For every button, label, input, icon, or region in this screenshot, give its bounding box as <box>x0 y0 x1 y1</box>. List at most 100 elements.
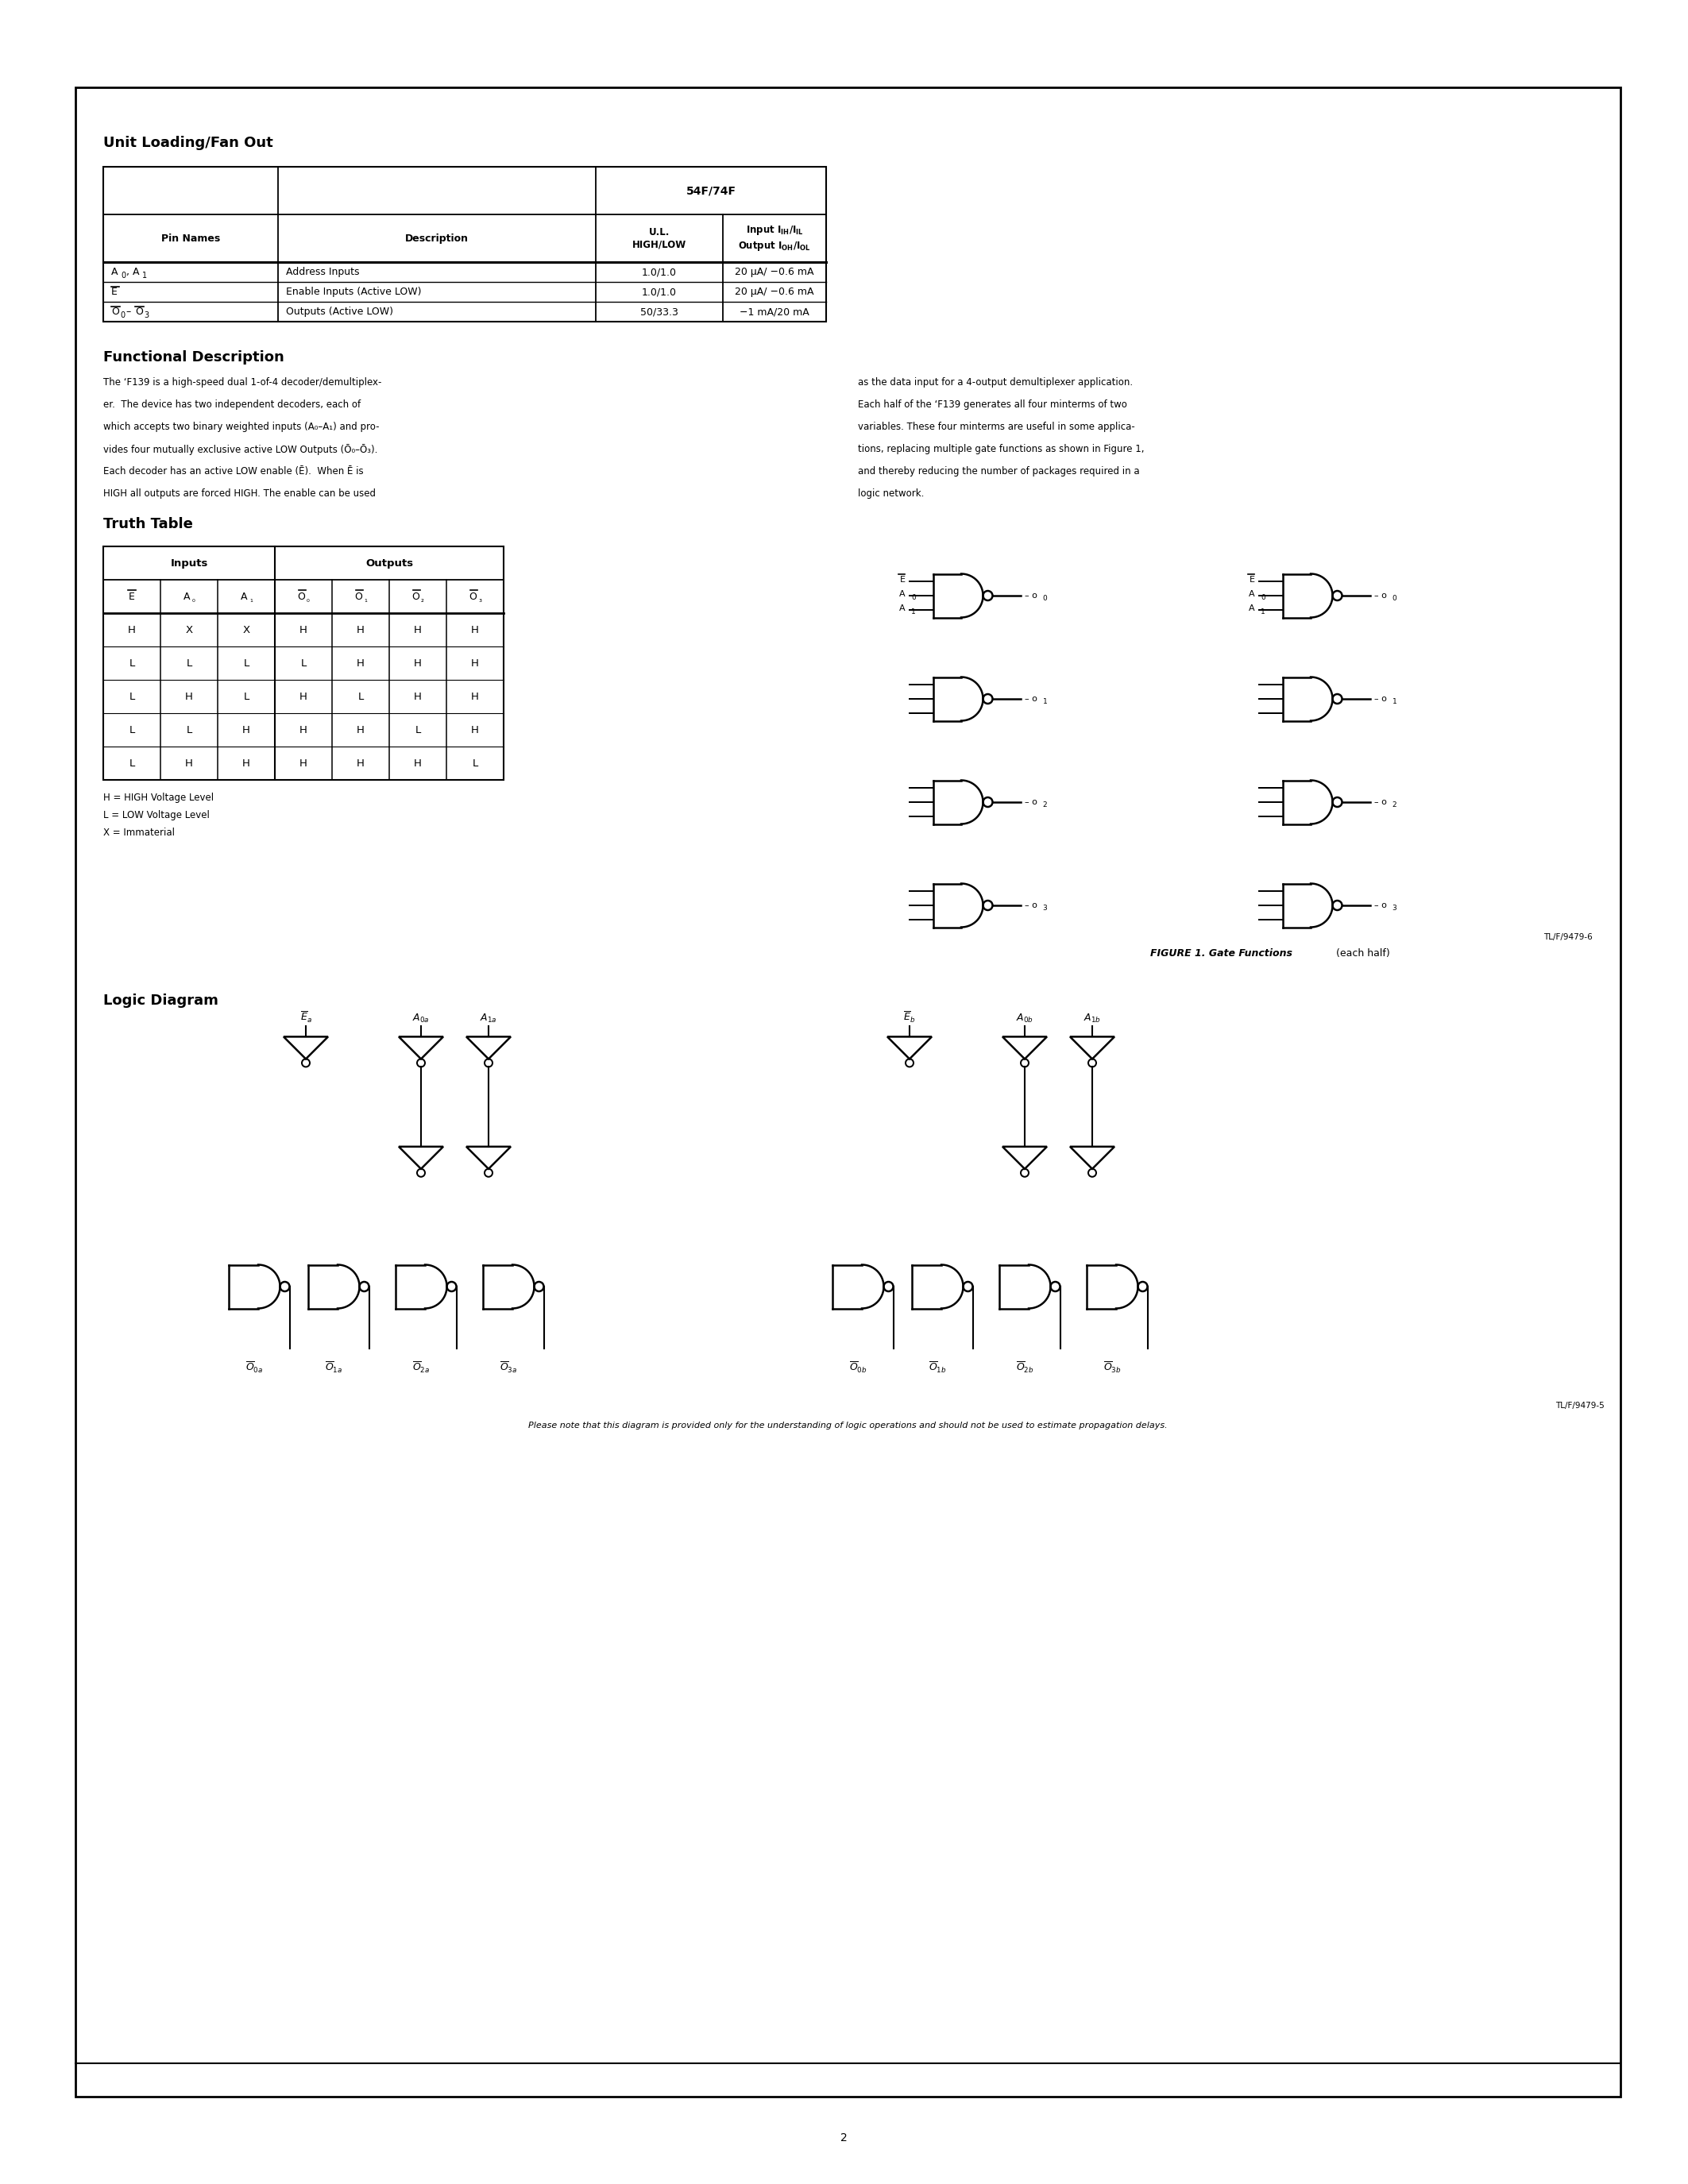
Text: Outputs: Outputs <box>365 557 414 568</box>
Text: – o: – o <box>1025 592 1036 601</box>
Text: H: H <box>128 625 135 636</box>
Text: L: L <box>128 725 135 736</box>
Text: H: H <box>186 692 192 701</box>
Text: – o: – o <box>1025 902 1036 909</box>
Text: A: A <box>1249 590 1256 598</box>
Text: TL/F/9479-5: TL/F/9479-5 <box>1556 1402 1605 1409</box>
Text: 1.0/1.0: 1.0/1.0 <box>641 286 677 297</box>
Text: H: H <box>471 625 479 636</box>
Text: O: O <box>469 592 476 601</box>
Text: 2: 2 <box>1043 802 1047 808</box>
Text: 20 μA/ −0.6 mA: 20 μA/ −0.6 mA <box>734 286 814 297</box>
Text: and thereby reducing the number of packages required in a: and thereby reducing the number of packa… <box>858 465 1139 476</box>
Text: Enable Inputs (Active LOW): Enable Inputs (Active LOW) <box>285 286 422 297</box>
Text: Truth Table: Truth Table <box>103 518 192 531</box>
Text: $A_{0b}$: $A_{0b}$ <box>1016 1013 1033 1024</box>
Text: 1: 1 <box>1393 697 1396 705</box>
Text: 2: 2 <box>1393 802 1396 808</box>
Text: , A: , A <box>127 266 140 277</box>
Text: HIGH all outputs are forced HIGH. The enable can be used: HIGH all outputs are forced HIGH. The en… <box>103 489 376 498</box>
Text: 3: 3 <box>143 310 149 319</box>
Text: H: H <box>243 725 250 736</box>
Text: Each half of the ‘F139 generates all four minterms of two: Each half of the ‘F139 generates all fou… <box>858 400 1128 411</box>
Text: O: O <box>412 592 419 601</box>
Text: L: L <box>415 725 420 736</box>
Text: O: O <box>354 592 363 601</box>
Text: A: A <box>900 590 905 598</box>
Text: H: H <box>243 758 250 769</box>
Text: tions, replacing multiple gate functions as shown in Figure 1,: tions, replacing multiple gate functions… <box>858 443 1144 454</box>
Text: L: L <box>186 657 192 668</box>
Text: H: H <box>471 725 479 736</box>
Text: H = HIGH Voltage Level: H = HIGH Voltage Level <box>103 793 214 802</box>
Text: 0: 0 <box>122 271 125 280</box>
Text: Address Inputs: Address Inputs <box>285 266 360 277</box>
Text: Each decoder has an active LOW enable (Ē).  When Ē is: Each decoder has an active LOW enable (Ē… <box>103 465 363 476</box>
Text: H: H <box>471 692 479 701</box>
Text: variables. These four minterms are useful in some applica-: variables. These four minterms are usefu… <box>858 422 1134 432</box>
Text: H: H <box>356 725 365 736</box>
Text: L: L <box>128 657 135 668</box>
Text: ₀: ₀ <box>307 596 311 603</box>
Text: A: A <box>184 592 191 601</box>
Text: E: E <box>900 577 905 583</box>
Text: TL/F/9479-6: TL/F/9479-6 <box>1543 933 1593 941</box>
Text: H: H <box>414 692 422 701</box>
Text: ₁: ₁ <box>365 596 366 603</box>
Text: L: L <box>186 725 192 736</box>
Text: $\overline{O}_{0a}$: $\overline{O}_{0a}$ <box>245 1361 263 1374</box>
Text: L: L <box>128 758 135 769</box>
Text: $\overline{O}_{3b}$: $\overline{O}_{3b}$ <box>1102 1361 1121 1374</box>
Text: 3: 3 <box>1393 904 1396 911</box>
Text: which accepts two binary weighted inputs (A₀–A₁) and pro-: which accepts two binary weighted inputs… <box>103 422 380 432</box>
Text: Description: Description <box>405 234 469 242</box>
Text: H: H <box>356 758 365 769</box>
Text: X: X <box>186 625 192 636</box>
Text: logic network.: logic network. <box>858 489 923 498</box>
Text: Outputs (Active LOW): Outputs (Active LOW) <box>285 306 393 317</box>
Text: H: H <box>299 758 307 769</box>
Text: $\overline{O}_{2a}$: $\overline{O}_{2a}$ <box>412 1361 430 1374</box>
Text: A: A <box>240 592 246 601</box>
Text: (each half): (each half) <box>1332 948 1389 959</box>
Text: H: H <box>471 657 479 668</box>
Text: ₂: ₂ <box>420 596 424 603</box>
Text: – o: – o <box>1025 695 1036 703</box>
Text: H: H <box>356 625 365 636</box>
Text: U.L.: U.L. <box>648 227 670 238</box>
Text: ₁: ₁ <box>250 596 253 603</box>
Text: Input $\mathregular{I_{IH}/I_{IL}}$: Input $\mathregular{I_{IH}/I_{IL}}$ <box>746 225 803 236</box>
Text: Inputs: Inputs <box>170 557 208 568</box>
Text: 1: 1 <box>142 271 147 280</box>
Text: 0: 0 <box>1261 594 1266 601</box>
Text: E: E <box>128 592 135 601</box>
Text: X: X <box>243 625 250 636</box>
Text: $\overline{O}_{0b}$: $\overline{O}_{0b}$ <box>849 1361 868 1374</box>
Text: L: L <box>128 692 135 701</box>
Text: X = Immaterial: X = Immaterial <box>103 828 176 836</box>
Text: O: O <box>111 306 120 317</box>
Text: – o: – o <box>1374 902 1386 909</box>
Text: The ‘F139 is a high-speed dual 1-of-4 decoder/demultiplex-: The ‘F139 is a high-speed dual 1-of-4 de… <box>103 378 381 387</box>
Text: – o: – o <box>1025 797 1036 806</box>
Text: O: O <box>297 592 306 601</box>
Text: 1: 1 <box>1043 697 1047 705</box>
Text: H: H <box>356 657 365 668</box>
Text: −1 mA/20 mA: −1 mA/20 mA <box>739 306 809 317</box>
Text: 50/33.3: 50/33.3 <box>640 306 679 317</box>
Text: L = LOW Voltage Level: L = LOW Voltage Level <box>103 810 209 819</box>
Text: 0: 0 <box>1043 594 1047 601</box>
Text: HIGH/LOW: HIGH/LOW <box>633 240 687 249</box>
Text: Please note that this diagram is provided only for the understanding of logic op: Please note that this diagram is provide… <box>528 1422 1168 1431</box>
Text: H: H <box>299 625 307 636</box>
Text: H: H <box>299 692 307 701</box>
Text: – o: – o <box>1374 695 1386 703</box>
Bar <box>103 166 825 321</box>
Text: A: A <box>900 605 905 612</box>
Text: $\overline{E}_a$: $\overline{E}_a$ <box>300 1009 312 1024</box>
Text: L: L <box>243 657 250 668</box>
Text: L: L <box>300 657 306 668</box>
Text: – o: – o <box>1374 797 1386 806</box>
Text: er.  The device has two independent decoders, each of: er. The device has two independent decod… <box>103 400 361 411</box>
Text: Functional Description: Functional Description <box>103 349 284 365</box>
